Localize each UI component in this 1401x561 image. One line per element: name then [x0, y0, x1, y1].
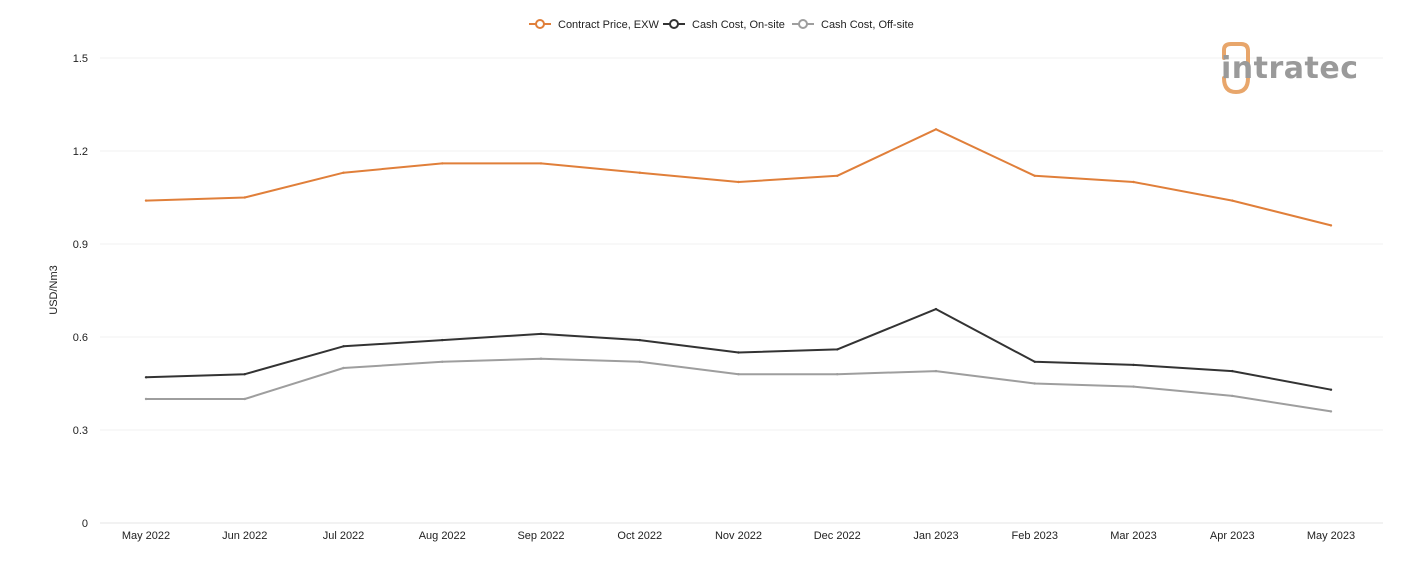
logo-mark [1222, 42, 1250, 95]
data-point [638, 338, 641, 342]
series-line [145, 308, 1332, 391]
legend-swatch-marker [798, 19, 808, 29]
x-tick-label: May 2022 [122, 530, 170, 542]
data-point [836, 174, 839, 177]
y-tick-label: 1.2 [73, 146, 88, 158]
logo-text: intratec [1221, 51, 1359, 86]
data-point [539, 332, 543, 336]
data-point [441, 360, 444, 363]
data-point [737, 351, 740, 354]
legend-swatch-marker [535, 19, 545, 29]
y-tick-label: 0.6 [73, 332, 88, 344]
series-cash-cost-off-site [144, 357, 1333, 413]
y-axis-label: USD/Nm3 [48, 265, 60, 315]
data-point [342, 366, 345, 370]
data-point [342, 345, 345, 348]
x-tick-label: Jan 2023 [913, 530, 958, 542]
data-point [1132, 363, 1135, 367]
data-point [243, 397, 246, 401]
data-point [144, 199, 148, 202]
data-point [1132, 385, 1135, 388]
intratec-logo: intratec [1221, 42, 1359, 95]
x-tick-label: Jun 2022 [222, 530, 267, 542]
y-tick-label: 0.9 [73, 239, 88, 251]
x-tick-label: Mar 2023 [1110, 530, 1156, 542]
series-lines [144, 128, 1333, 413]
legend-item: Contract Price, EXW [529, 19, 659, 31]
data-point [737, 373, 740, 376]
data-point [934, 307, 938, 311]
data-point [934, 369, 938, 373]
data-point [1329, 410, 1333, 413]
data-point [836, 348, 839, 351]
data-point [1132, 180, 1135, 184]
data-point [737, 180, 740, 184]
legend-label: Cash Cost, Off-site [821, 19, 914, 31]
y-tick-label: 1.5 [73, 53, 88, 65]
data-point [243, 196, 246, 199]
x-tick-label: Nov 2022 [715, 530, 762, 542]
legend-label: Contract Price, EXW [558, 19, 659, 31]
data-point [934, 128, 938, 131]
data-point [638, 360, 641, 363]
series-contract-price-exw [144, 128, 1333, 227]
x-tick-label: Sep 2022 [517, 530, 564, 542]
data-point [144, 376, 148, 379]
data-point [1329, 224, 1333, 227]
legend-label: Cash Cost, On-site [692, 19, 785, 31]
data-point [1231, 369, 1234, 373]
x-tick-label: Jul 2022 [323, 530, 365, 542]
x-tick-label: Apr 2023 [1210, 530, 1255, 542]
x-tick-label: May 2023 [1307, 530, 1355, 542]
series-cash-cost-on-site [144, 307, 1333, 391]
data-point [1231, 199, 1234, 202]
data-point [342, 171, 345, 174]
legend-item: Cash Cost, Off-site [792, 19, 914, 31]
legend-swatch-marker [669, 19, 679, 29]
x-tick-label: Dec 2022 [814, 530, 861, 542]
y-axis-ticks: 0 0.3 0.6 0.9 1.2 1.5 [73, 53, 88, 530]
data-point [1033, 360, 1036, 363]
y-tick-label: 0.3 [73, 425, 88, 437]
y-tick-label: 0 [82, 518, 88, 530]
data-point [1033, 174, 1036, 177]
x-tick-label: Feb 2023 [1012, 530, 1058, 542]
grid-lines [100, 57, 1383, 524]
legend: Contract Price, EXW Cash Cost, On-site Cas… [529, 19, 914, 31]
data-point [836, 373, 839, 376]
x-axis-ticks: May 2022 Jun 2022 Jul 2022 Aug 2022 Sep 2022… [122, 530, 1355, 542]
data-point [638, 171, 641, 174]
data-point [1231, 394, 1234, 398]
data-point [1033, 382, 1036, 385]
series-line [145, 128, 1332, 227]
x-tick-label: Aug 2022 [419, 530, 466, 542]
data-point [539, 162, 543, 165]
data-point [144, 397, 148, 401]
legend-item: Cash Cost, On-site [663, 19, 785, 31]
data-point [441, 162, 444, 165]
x-tick-label: Oct 2022 [617, 530, 662, 542]
data-point [441, 338, 444, 342]
data-point [1329, 388, 1333, 391]
data-point [539, 357, 543, 360]
data-point [243, 373, 246, 376]
